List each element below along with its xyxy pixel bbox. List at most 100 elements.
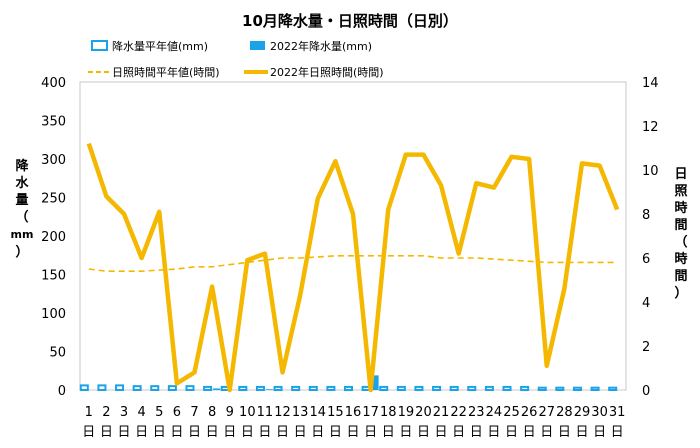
x-tick-suffix: 日 [276, 425, 289, 440]
x-tick-label: 14 [310, 405, 327, 420]
x-tick-suffix: 日 [188, 425, 201, 440]
bar-precip-normal [555, 386, 565, 392]
bar-precip-normal [238, 385, 248, 392]
x-tick-label: 23 [468, 405, 485, 420]
x-tick-suffix: 日 [346, 425, 359, 440]
x-tick-suffix: 日 [329, 425, 342, 440]
bar-precip-normal [396, 385, 406, 392]
x-tick-suffix: 日 [135, 425, 148, 440]
x-tick-label: 25 [503, 405, 520, 420]
legend-swatch-precip-normal [91, 40, 108, 51]
x-tick-suffix: 日 [540, 425, 553, 440]
right-tick-label: 14 [642, 76, 659, 91]
x-tick-label: 21 [433, 405, 450, 420]
right-tick-label: 2 [642, 340, 650, 355]
x-tick-label: 3 [120, 405, 128, 420]
x-tick-suffix: 日 [364, 425, 377, 440]
x-tick-suffix: 日 [558, 425, 571, 440]
x-tick-label: 4 [138, 405, 146, 420]
x-tick-suffix: 日 [170, 425, 183, 440]
x-tick-suffix: 日 [153, 425, 166, 440]
bar-precip-normal [608, 386, 618, 392]
legend-swatch-precip-2022 [250, 41, 265, 50]
x-tick-suffix: 日 [523, 425, 536, 440]
left-axis-label-char: 量 [15, 193, 28, 208]
left-tick-label: 150 [41, 269, 66, 284]
x-tick-label: 16 [345, 405, 362, 420]
right-axis-label-char: 間 [674, 218, 687, 233]
bar-precip-2022 [213, 388, 221, 390]
x-tick-label: 11 [257, 405, 274, 420]
bar-precip-normal [255, 385, 265, 392]
left-axis-ticks: 0 50 100 150 200 250 300 350 400 [41, 76, 66, 399]
right-tick-label: 8 [642, 208, 650, 223]
x-tick-label: 15 [327, 405, 344, 420]
bar-precip-normal [344, 385, 353, 392]
x-tick-suffix: 日 [206, 425, 219, 440]
x-tick-suffix: 日 [100, 425, 113, 440]
legend-label-sun-2022: 2022年日照時間(時間) [270, 65, 384, 79]
x-tick-suffix: 日 [294, 425, 307, 440]
x-tick-label: 28 [556, 405, 573, 420]
bar-precip-normal [502, 385, 512, 392]
x-tick-label: 26 [521, 405, 538, 420]
bar-precip-normal [449, 385, 459, 392]
x-tick-label: 10 [239, 405, 256, 420]
x-tick-suffix: 日 [593, 425, 606, 440]
right-tick-label: 4 [642, 296, 650, 311]
bar-precip-normal [150, 385, 160, 391]
x-tick-label: 7 [190, 405, 198, 420]
right-tick-label: 0 [642, 384, 650, 399]
x-tick-label: 30 [591, 405, 608, 420]
right-axis-ticks: 0 2 4 6 8 10 12 14 [642, 76, 659, 399]
x-tick-suffix: 日 [258, 425, 271, 440]
x-tick-suffix: 日 [241, 425, 254, 440]
bar-precip-normal [115, 384, 125, 392]
x-tick-label: 9 [226, 405, 234, 420]
x-tick-suffix: 日 [505, 425, 518, 440]
left-axis-label-char: （ [15, 209, 28, 225]
left-axis-label: 降水量（ mm ） [11, 158, 34, 260]
bar-precip-normal [308, 385, 318, 392]
line-sunshine-2022 [86, 142, 620, 393]
x-tick-label: 8 [208, 405, 216, 420]
sunshine-lines [86, 142, 620, 393]
x-tick-label: 1 [85, 405, 93, 420]
left-tick-label: 350 [41, 115, 66, 130]
bar-precip-normal [203, 385, 213, 392]
left-axis-label-char: mm [11, 228, 34, 241]
x-tick-label: 29 [574, 405, 591, 420]
chart-title: 10月降水量・日照時間（日別） [242, 12, 458, 30]
x-tick-suffix: 日 [452, 425, 465, 440]
right-axis-label-char: ） [674, 285, 687, 301]
bar-precip-normal [537, 386, 547, 392]
right-axis-label-char: （ [674, 234, 687, 250]
right-tick-label: 10 [642, 164, 659, 179]
x-tick-label: 27 [538, 405, 555, 420]
x-tick-label: 22 [450, 405, 467, 420]
x-tick-suffix: 日 [487, 425, 500, 440]
bar-precip-normal [432, 385, 442, 392]
left-tick-label: 300 [41, 153, 66, 168]
x-tick-suffix: 日 [611, 425, 624, 440]
right-axis-label: 日照時間（時間） [674, 167, 687, 301]
bar-precip-normal [79, 384, 89, 392]
left-tick-label: 400 [41, 76, 66, 91]
right-axis-label-char: 照 [674, 184, 687, 199]
x-tick-label: 31 [609, 405, 626, 420]
x-tick-label: 24 [486, 405, 503, 420]
bar-precip-normal [520, 385, 530, 392]
bar-precip-normal [414, 385, 424, 392]
x-tick-suffix: 日 [118, 425, 131, 440]
legend-label-precip-normal: 降水量平年値(mm) [112, 39, 208, 53]
right-tick-label: 6 [642, 252, 650, 267]
bar-precip-normal [590, 386, 600, 392]
x-tick-label: 18 [380, 405, 397, 420]
x-tick-label: 12 [274, 405, 291, 420]
bar-precip-normal [291, 385, 301, 392]
x-tick-suffix: 日 [435, 425, 448, 440]
left-tick-label: 100 [41, 307, 66, 322]
right-axis-label-char: 時 [674, 251, 687, 267]
x-tick-suffix: 日 [470, 425, 483, 440]
